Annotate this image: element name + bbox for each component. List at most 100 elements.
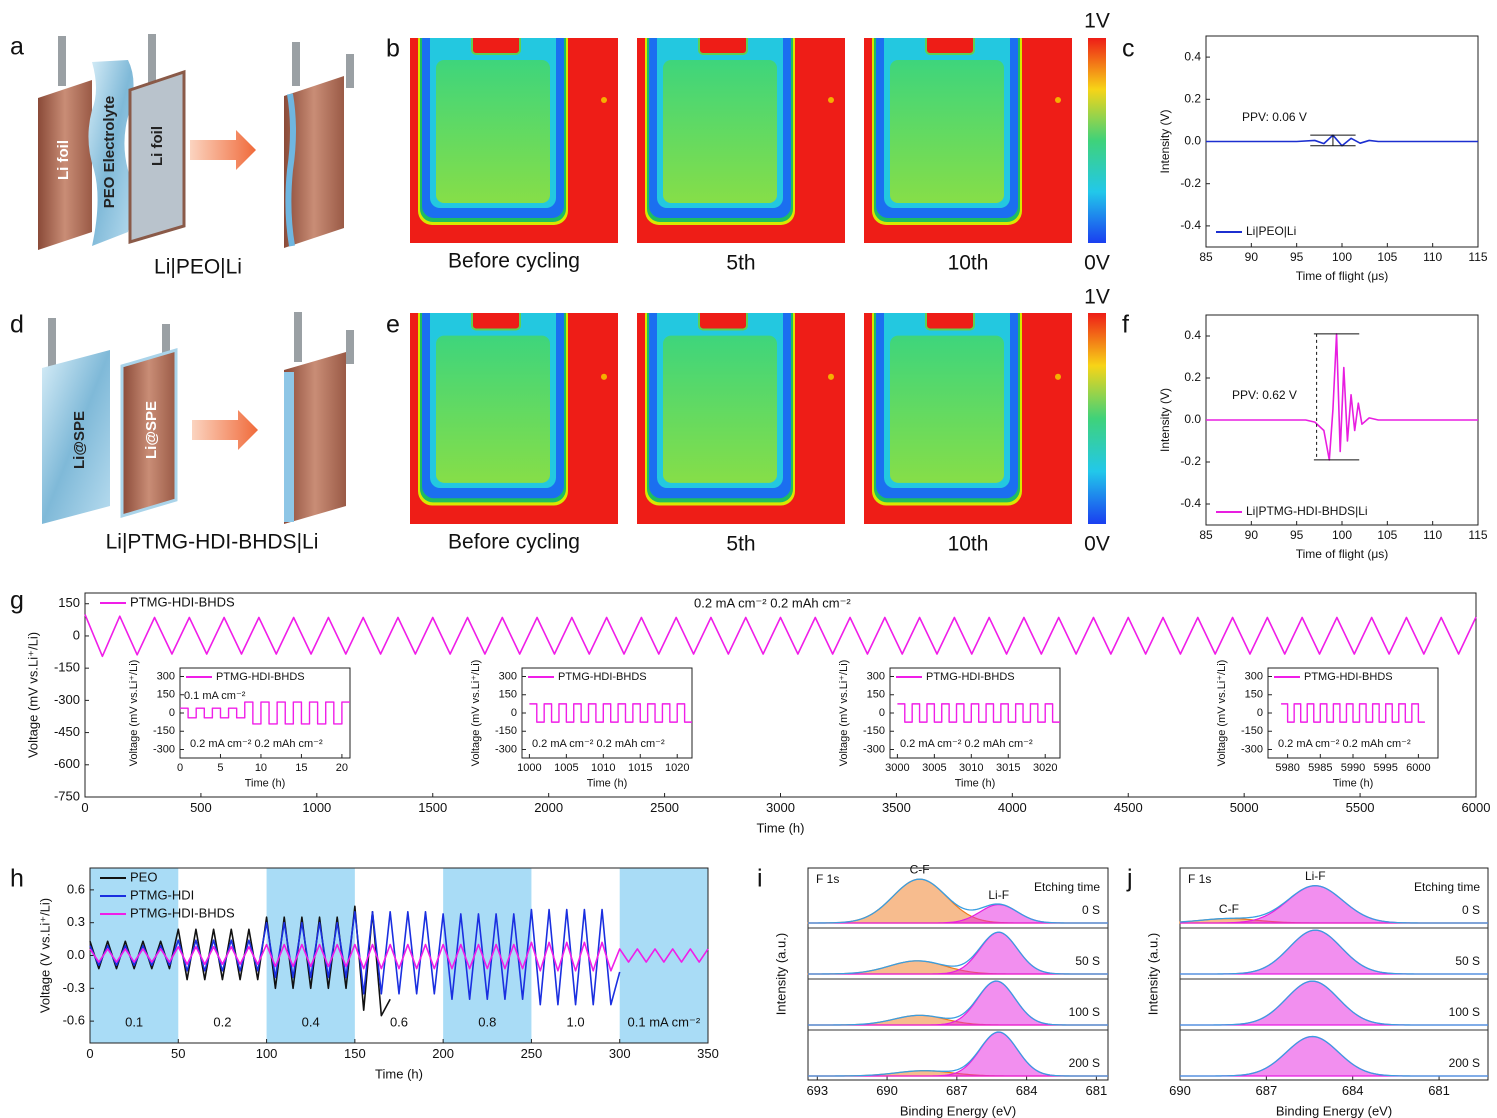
- map-caption: 10th: [948, 533, 989, 556]
- series-line: [84, 614, 1477, 658]
- caption: Li|PEO|Li: [154, 256, 242, 279]
- x-tick-label: 5000: [1230, 800, 1259, 815]
- rate-label: 0.6: [390, 1014, 408, 1029]
- series-line: [529, 703, 692, 723]
- x-tick-label: 105: [1377, 528, 1397, 542]
- annotation: PPV: 0.62 V: [1232, 388, 1297, 402]
- panel-label: i: [757, 865, 763, 893]
- li-foil: [38, 80, 92, 250]
- annotation: 0.2 mA cm⁻² 0.2 mAh cm⁻²: [694, 595, 851, 610]
- x-tick-label: 110: [1423, 528, 1442, 542]
- y-tick-label: 150: [499, 689, 517, 701]
- x-tick-label: 1020: [665, 762, 689, 774]
- y-tick-label: -300: [54, 692, 80, 707]
- spectrum-label: 0 S: [1082, 903, 1100, 917]
- y-axis-label: Voltage (mV vs.Li⁺/Li): [838, 660, 850, 767]
- y-tick-label: 150: [58, 595, 80, 610]
- rate-label: 0.8: [478, 1014, 496, 1029]
- y-tick-label: 0.0: [1184, 134, 1201, 148]
- y-tick-label: 150: [867, 689, 885, 701]
- voltage-map: [410, 38, 618, 243]
- x-tick-label: 100: [1332, 528, 1352, 542]
- y-tick-label: 0.0: [1184, 412, 1201, 426]
- x-tick-label: 4500: [1114, 800, 1143, 815]
- legend-label: PTMG-HDI-BHDS: [558, 671, 647, 683]
- x-tick-label: 687: [946, 1083, 968, 1098]
- x-tick-label: 5980: [1275, 762, 1299, 774]
- envelope: [808, 980, 1108, 1026]
- panel-label: c: [1122, 35, 1135, 63]
- y-tick-label: -300: [863, 743, 885, 755]
- rate-band: [266, 868, 355, 1043]
- y-tick-label: -0.4: [1180, 218, 1201, 232]
- series-line: [89, 908, 621, 1006]
- x-tick-label: 681: [1428, 1083, 1450, 1098]
- x-tick-label: 684: [1342, 1083, 1364, 1098]
- x-tick-label: 250: [521, 1046, 543, 1061]
- x-tick-label: 687: [1256, 1083, 1278, 1098]
- y-axis-label: Intensity (a.u.): [1145, 933, 1160, 1015]
- arrow: [190, 130, 256, 170]
- x-axis-label: Time (h): [757, 821, 805, 836]
- li-foil: [128, 69, 186, 245]
- plot-frame: [521, 667, 693, 759]
- y-tick-label: -300: [495, 743, 517, 755]
- y-tick-label: 300: [1245, 670, 1263, 682]
- x-tick-label: 1000: [517, 762, 541, 774]
- x-axis-label: Time (h): [587, 777, 628, 789]
- rate-label: 0.1: [125, 1014, 143, 1029]
- panel-label: j: [1126, 865, 1133, 893]
- peak-label: Li-F: [988, 888, 1009, 902]
- y-axis-label: Voltage (mV vs.Li⁺/Li): [470, 660, 482, 767]
- y-tick-label: 300: [499, 670, 517, 682]
- peak-label: Li-F: [1305, 869, 1326, 883]
- y-tick-label: 150: [157, 689, 175, 701]
- x-tick-label: 115: [1468, 250, 1487, 264]
- y-tick-label: -300: [1241, 743, 1263, 755]
- spectrum-label: 100 S: [1069, 1005, 1100, 1019]
- spectrum-label: 100 S: [1449, 1005, 1480, 1019]
- x-tick-label: 100: [1332, 250, 1352, 264]
- y-tick-label: -300: [153, 743, 175, 755]
- panel-label: d: [10, 311, 24, 339]
- x-tick-label: 110: [1423, 250, 1442, 264]
- schematic-d: Li@SPE Li@SPE Li|PTMG-HDI-BHDS|Li: [42, 312, 354, 554]
- legend-title: Etching time: [1414, 880, 1480, 894]
- x-tick-label: 15: [295, 762, 307, 774]
- panel-label: e: [386, 311, 400, 339]
- legend-label: PTMG-HDI-BHDS: [216, 671, 305, 683]
- scale-max: 1V: [1084, 10, 1110, 33]
- y-tick-label: 0: [511, 707, 517, 719]
- x-tick-label: 690: [1169, 1083, 1191, 1098]
- x-tick-label: 1500: [418, 800, 447, 815]
- y-tick-label: -150: [1241, 725, 1263, 737]
- x-tick-label: 5995: [1373, 762, 1397, 774]
- x-axis-label: Binding Energy (eV): [1276, 1104, 1392, 1118]
- y-tick-label: 300: [157, 670, 175, 682]
- y-tick-label: 0.3: [67, 914, 85, 929]
- envelope: [808, 931, 1108, 975]
- series-line: [1206, 134, 1478, 147]
- rate-band: [443, 868, 532, 1043]
- x-tick-label: 0: [86, 1046, 93, 1061]
- y-axis-label: Intensity (V): [1158, 109, 1172, 173]
- series-line: [180, 701, 350, 725]
- panel-label: h: [10, 865, 24, 893]
- cell: [284, 352, 346, 524]
- peak-label: C-F: [1219, 902, 1239, 916]
- x-tick-label: 2000: [534, 800, 563, 815]
- tab: [148, 34, 156, 84]
- x-tick-label: 6000: [1406, 762, 1430, 774]
- x-tick-label: 85: [1199, 250, 1213, 264]
- y-tick-label: -0.2: [1180, 454, 1201, 468]
- y-tick-label: 0.4: [1184, 328, 1201, 342]
- x-axis-label: Time (h): [375, 1067, 423, 1082]
- layer-label: Li@SPE: [71, 411, 88, 469]
- map-caption: 5th: [726, 252, 755, 275]
- fit-peak: [808, 931, 1108, 975]
- x-tick-label: 693: [806, 1083, 828, 1098]
- tab: [294, 312, 302, 362]
- rate-label: 0.4: [302, 1014, 320, 1029]
- x-tick-label: 150: [344, 1046, 366, 1061]
- legend-title: Etching time: [1034, 880, 1100, 894]
